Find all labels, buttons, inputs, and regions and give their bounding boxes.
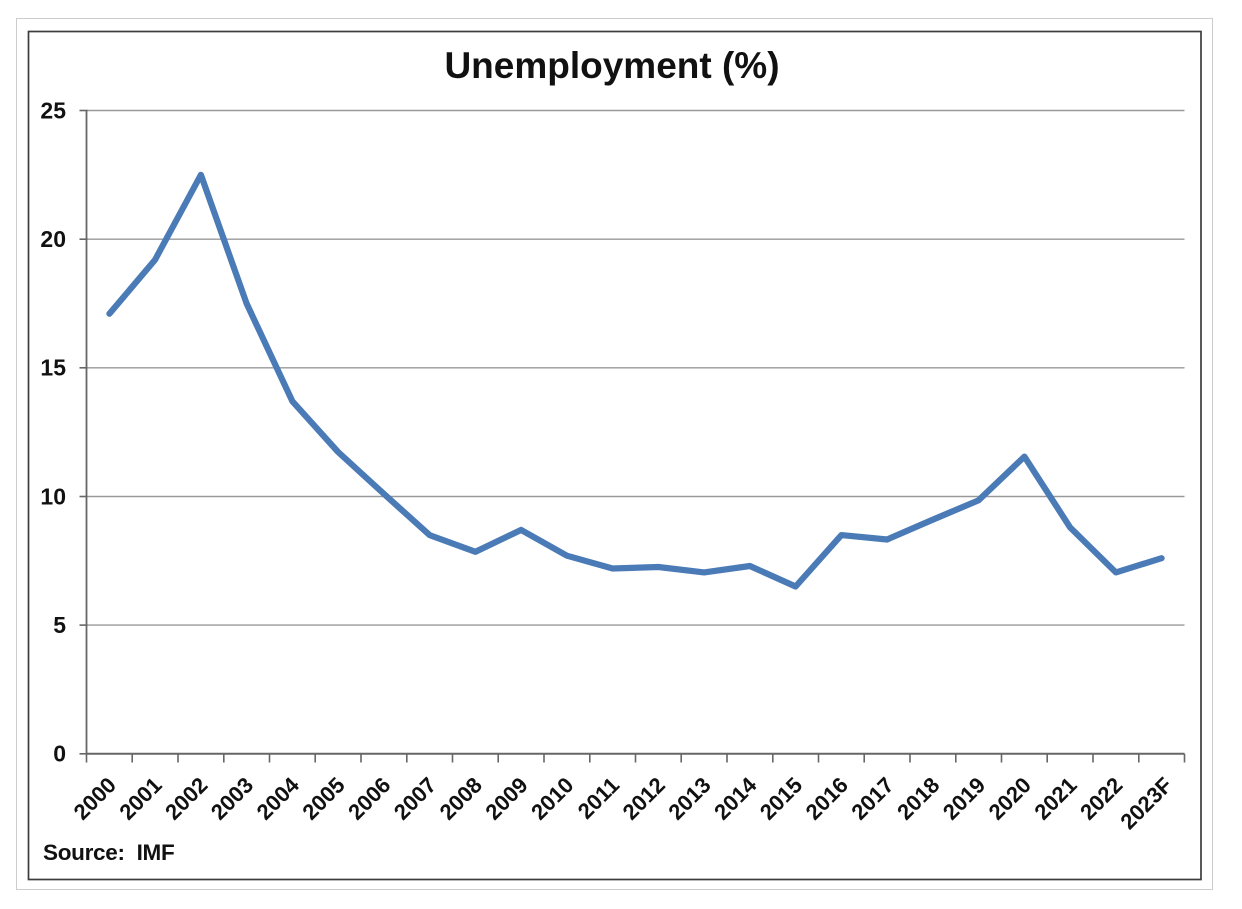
svg-text:5: 5	[53, 612, 66, 638]
svg-text:25: 25	[40, 97, 66, 123]
svg-text:15: 15	[40, 355, 66, 381]
svg-text:0: 0	[53, 741, 66, 767]
svg-text:Unemployment (%): Unemployment (%)	[444, 45, 779, 86]
svg-text:10: 10	[40, 483, 66, 509]
svg-text:20: 20	[40, 226, 66, 252]
svg-text:Source: IMF: Source: IMF	[43, 840, 174, 865]
